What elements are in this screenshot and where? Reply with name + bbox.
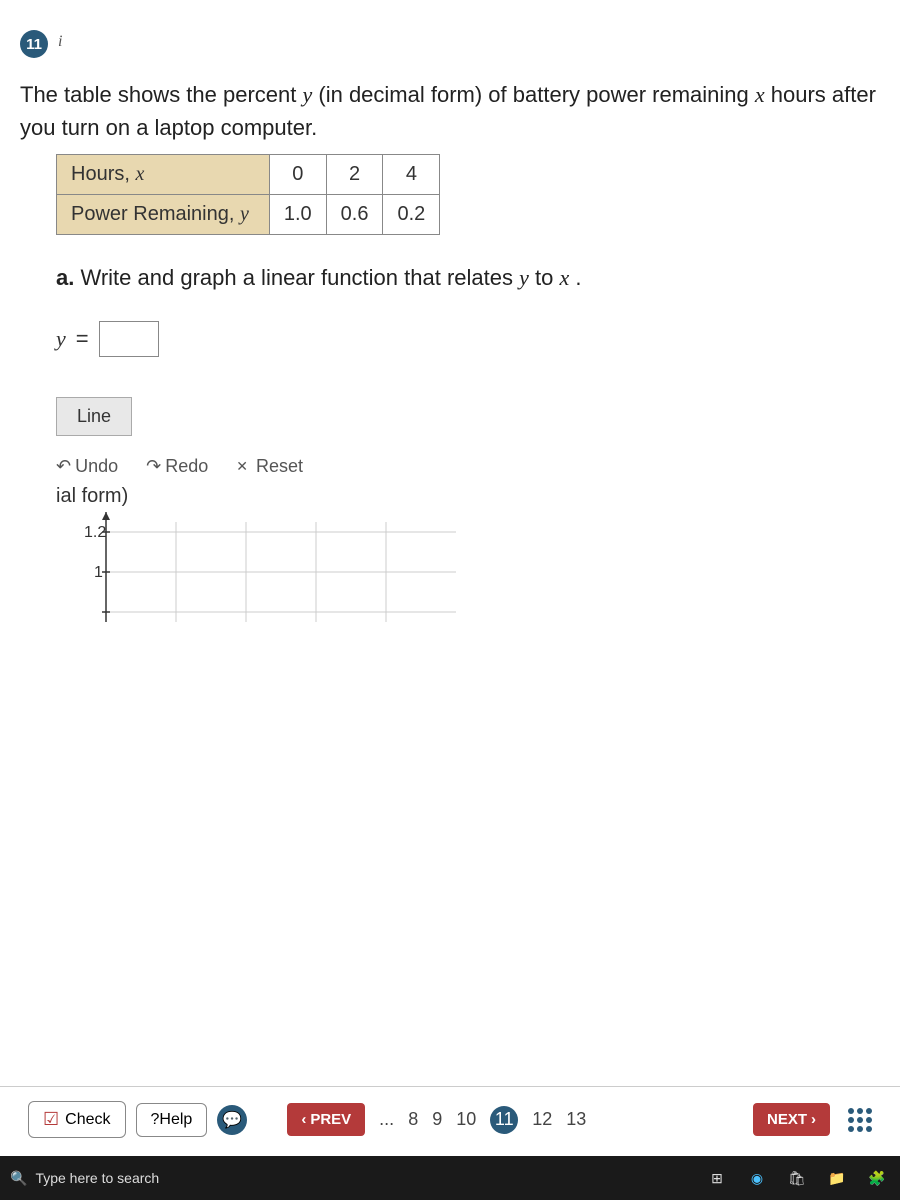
eq-lhs: y bbox=[56, 326, 66, 352]
page-13[interactable]: 13 bbox=[566, 1109, 586, 1130]
explorer-icon[interactable]: 📁 bbox=[824, 1165, 850, 1191]
table-cell: 0.6 bbox=[326, 195, 383, 235]
pa-t2: to bbox=[529, 265, 560, 290]
row2-var: y bbox=[240, 203, 249, 225]
next-button[interactable]: NEXT › bbox=[753, 1103, 830, 1136]
redo-button[interactable]: Redo bbox=[146, 456, 208, 477]
eq-equals: = bbox=[76, 326, 89, 352]
question-content: 11 i The table shows the percent y (in d… bbox=[0, 0, 900, 632]
redo-icon bbox=[146, 456, 161, 477]
q-text-2: (in decimal form) of battery power remai… bbox=[312, 82, 755, 107]
graph-area[interactable]: 1.2 1 bbox=[56, 512, 456, 632]
next-label: NEXT bbox=[767, 1111, 807, 1128]
page-nav: ‹ PREV ... 8 9 10 11 12 13 bbox=[287, 1103, 586, 1136]
equation-input[interactable] bbox=[99, 321, 159, 357]
windows-taskbar: 🔍 Type here to search ⊞ ◉ 🛍 📁 🧩 bbox=[0, 1156, 900, 1200]
q-var-y: y bbox=[303, 82, 313, 107]
page-9[interactable]: 9 bbox=[432, 1109, 442, 1130]
part-a-text: a. Write and graph a linear function tha… bbox=[56, 265, 880, 291]
chat-button[interactable]: 💬 bbox=[217, 1105, 247, 1135]
edge-icon[interactable]: ◉ bbox=[744, 1165, 770, 1191]
graph-y-label: ial form) bbox=[20, 485, 880, 508]
table-row: Hours, x 0 2 4 bbox=[57, 155, 440, 195]
pa-vx: x bbox=[559, 265, 569, 290]
page-8[interactable]: 8 bbox=[408, 1109, 418, 1130]
page-10[interactable]: 10 bbox=[456, 1109, 476, 1130]
part-a-prefix: a. bbox=[56, 265, 80, 290]
apps-grid-icon[interactable] bbox=[848, 1108, 872, 1132]
line-tool-button[interactable]: Line bbox=[56, 397, 132, 436]
pa-t1: Write and graph a linear function that r… bbox=[80, 265, 519, 290]
check-button[interactable]: Check bbox=[28, 1101, 126, 1138]
reset-icon bbox=[236, 458, 252, 475]
equation-row: y = bbox=[56, 321, 880, 357]
search-placeholder: Type here to search bbox=[35, 1170, 159, 1186]
graph-svg: 1.2 1 bbox=[56, 512, 456, 632]
help-button[interactable]: ?Help bbox=[136, 1103, 208, 1137]
undo-icon bbox=[56, 456, 71, 477]
check-label: Check bbox=[65, 1111, 110, 1129]
row1-label: Hours, bbox=[71, 163, 135, 185]
task-view-icon[interactable]: ⊞ bbox=[704, 1165, 730, 1191]
page-ellipsis[interactable]: ... bbox=[379, 1109, 394, 1130]
table-cell: 2 bbox=[326, 155, 383, 195]
store-icon[interactable]: 🛍 bbox=[784, 1165, 810, 1191]
ytick-1: 1 bbox=[94, 564, 103, 581]
undo-button[interactable]: Undo bbox=[56, 456, 118, 477]
search-icon: 🔍 bbox=[10, 1170, 27, 1187]
table-cell: 1.0 bbox=[269, 195, 326, 235]
table-row: Power Remaining, y 1.0 0.6 0.2 bbox=[57, 195, 440, 235]
reset-label: Reset bbox=[256, 456, 303, 477]
row2-header: Power Remaining, y bbox=[57, 195, 270, 235]
q-var-x: x bbox=[755, 82, 765, 107]
tool-row: Line bbox=[56, 397, 880, 436]
row1-var: x bbox=[135, 163, 144, 185]
taskbar-search[interactable]: 🔍 Type here to search bbox=[10, 1170, 159, 1187]
table-cell: 4 bbox=[383, 155, 440, 195]
question-text: The table shows the percent y (in decima… bbox=[20, 78, 880, 144]
table-cell: 0.2 bbox=[383, 195, 440, 235]
reset-button[interactable]: Reset bbox=[236, 456, 303, 477]
question-number-badge: 11 bbox=[20, 30, 48, 58]
row2-label: Power Remaining, bbox=[71, 203, 240, 225]
row1-header: Hours, x bbox=[57, 155, 270, 195]
prev-button[interactable]: ‹ PREV bbox=[287, 1103, 365, 1136]
page-11-current[interactable]: 11 bbox=[490, 1106, 518, 1134]
undo-label: Undo bbox=[75, 456, 118, 477]
pa-vy: y bbox=[519, 265, 529, 290]
prev-label: PREV bbox=[310, 1111, 351, 1128]
table-cell: 0 bbox=[269, 155, 326, 195]
data-table: Hours, x 0 2 4 Power Remaining, y 1.0 0.… bbox=[56, 154, 440, 235]
info-icon[interactable]: i bbox=[58, 33, 62, 51]
footer-bar: Check ?Help 💬 ‹ PREV ... 8 9 10 11 12 13… bbox=[0, 1086, 900, 1152]
graph-controls: Undo Redo Reset bbox=[56, 456, 880, 477]
pa-t3: . bbox=[569, 265, 581, 290]
page-12[interactable]: 12 bbox=[532, 1109, 552, 1130]
q-text-1: The table shows the percent bbox=[20, 82, 303, 107]
app-icon[interactable]: 🧩 bbox=[864, 1165, 890, 1191]
check-icon bbox=[43, 1109, 59, 1130]
redo-label: Redo bbox=[165, 456, 208, 477]
question-header: 11 i bbox=[20, 30, 880, 58]
